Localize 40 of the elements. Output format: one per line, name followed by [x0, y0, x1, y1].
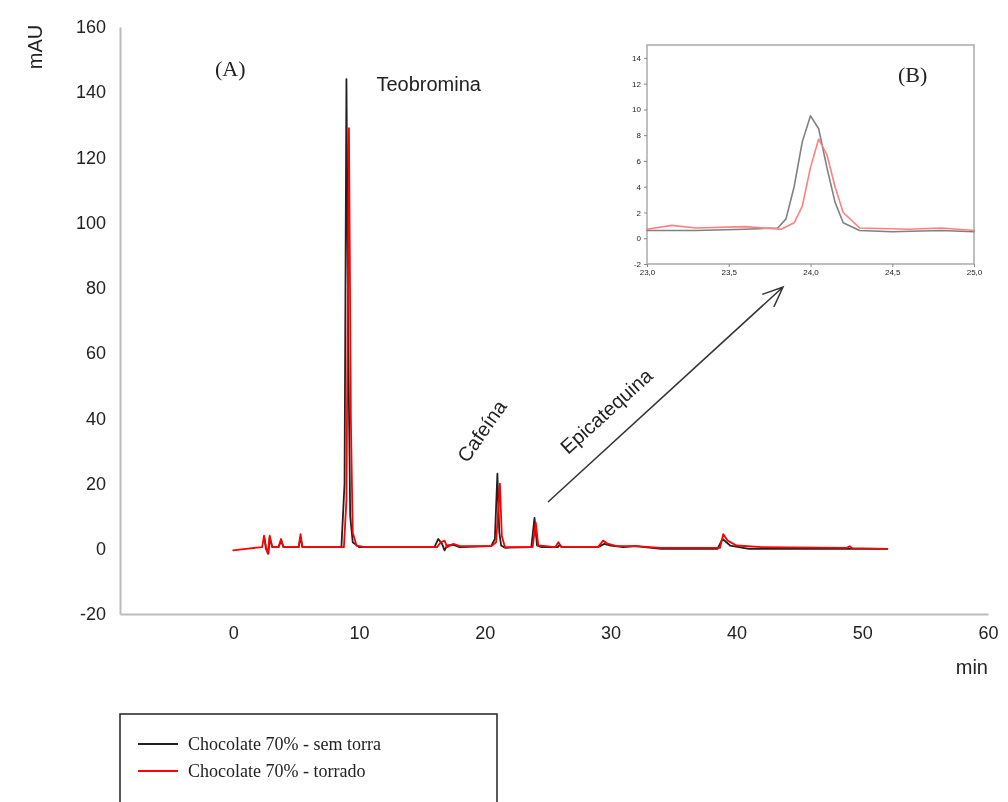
- x-tick-label: 23,5: [721, 267, 738, 277]
- x-tick-label: 10: [349, 622, 370, 643]
- y-tick-label: -2: [633, 260, 642, 270]
- y-tick-label: 100: [75, 212, 106, 233]
- y-tick-label: 80: [85, 278, 106, 299]
- x-tick-label: 20: [475, 622, 496, 643]
- y-tick-label: 60: [85, 343, 106, 364]
- x-tick-label: 25,0: [966, 267, 983, 277]
- y-tick-label: 2: [636, 208, 642, 218]
- line-series: [646, 138, 975, 232]
- x-tick-label: 50: [852, 622, 873, 643]
- x-tick-label: 0: [228, 622, 239, 643]
- y-tick-label: 20: [85, 473, 106, 494]
- y-tick-label: -20: [79, 604, 106, 625]
- y-tick-label: 120: [75, 147, 106, 168]
- y-tick-label: 14: [632, 53, 642, 63]
- y-tick-label: 140: [75, 82, 106, 103]
- line-series: [646, 115, 975, 233]
- y-tick-label: 8: [636, 131, 642, 141]
- annotation: (A): [215, 56, 246, 81]
- y-tick-label: 0: [95, 539, 106, 560]
- y-tick-label: 10: [632, 105, 642, 115]
- legend-label: Chocolate 70% - sem torra: [188, 734, 381, 754]
- x-tick-label: 60: [978, 622, 999, 643]
- x-tick-label: 30: [601, 622, 622, 643]
- y-tick-label: 4: [636, 182, 642, 192]
- annotation: Teobromina: [376, 73, 482, 96]
- legend-label: Chocolate 70% - torrado: [188, 761, 366, 781]
- y-tick-label: 0: [636, 234, 642, 244]
- y-axis-title: mAU: [24, 24, 46, 70]
- y-tick-label: 160: [75, 17, 106, 38]
- x-tick-label: 23,0: [639, 267, 656, 277]
- y-tick-label: 6: [636, 157, 642, 166]
- annotation: (B): [898, 62, 928, 87]
- x-tick-label: 24,5: [884, 267, 902, 277]
- y-tick-label: 12: [632, 79, 642, 89]
- x-tick-label: 40: [726, 622, 747, 643]
- y-tick-label: 40: [85, 408, 106, 429]
- x-axis-title: min: [955, 656, 988, 678]
- x-tick-label: 24,0: [803, 267, 820, 277]
